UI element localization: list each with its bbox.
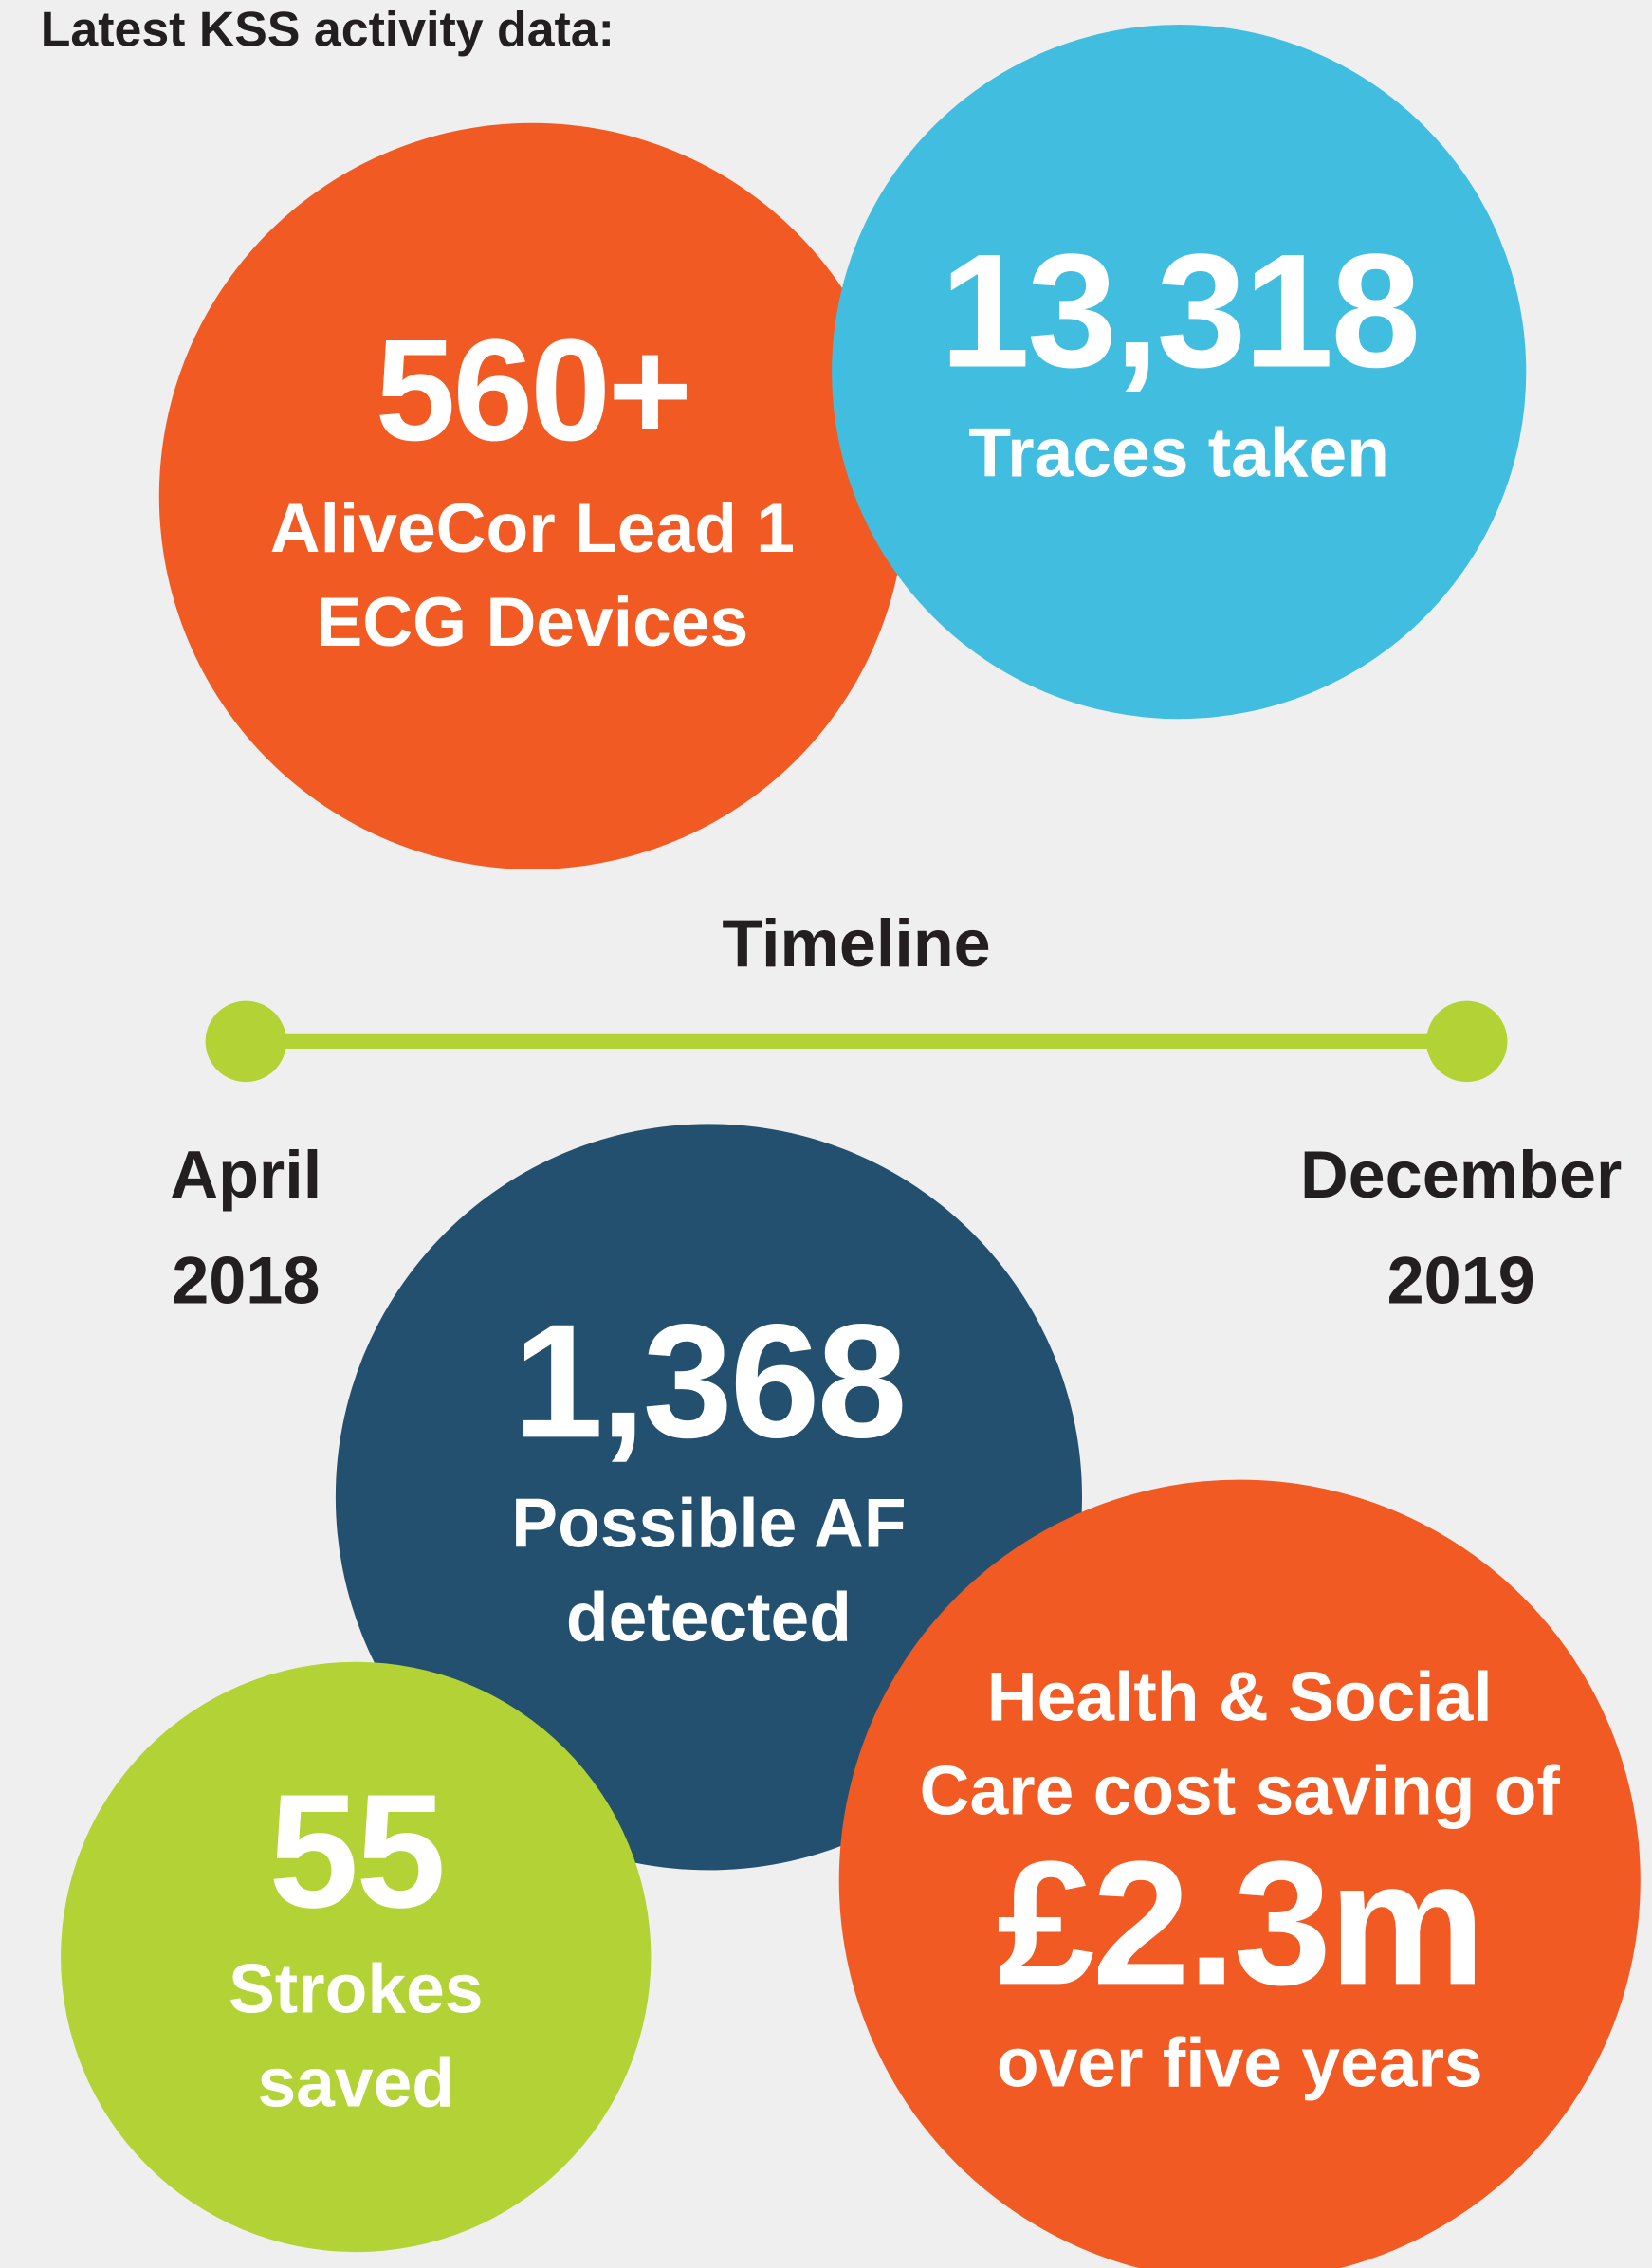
stat-intro: Health & Social (987, 1657, 1493, 1735)
stat-value: 1,368 (513, 1290, 904, 1472)
stat-value: 560+ (376, 310, 689, 471)
stat-label: AliveCor Lead 1 (270, 489, 795, 567)
stat-label: detected (566, 1578, 852, 1655)
stat-circle (832, 25, 1527, 720)
page-title: Latest KSS activity data: (41, 2, 615, 57)
timeline-dot (205, 1000, 287, 1083)
timeline-end: 2019 (1387, 1243, 1535, 1318)
stat-value: £2.3m (997, 1825, 1482, 2021)
timeline-start: April (170, 1137, 321, 1212)
stat-label: Possible AF (511, 1484, 906, 1562)
stat-label: Traces taken (968, 414, 1389, 492)
stat-circle (158, 122, 906, 869)
stat-value: 13,318 (940, 221, 1418, 402)
stat-label: saved (257, 2044, 454, 2122)
stat-value: 55 (268, 1761, 443, 1942)
stat-intro: Care cost saving of (920, 1752, 1561, 1830)
stat-circle (61, 1661, 652, 2253)
timeline-end: December (1300, 1137, 1622, 1212)
stat-label: ECG Devices (316, 583, 748, 661)
stat-label: over five years (997, 2023, 1483, 2101)
stat-circle (838, 1479, 1641, 2268)
timeline-title: Timeline (722, 905, 990, 980)
stat-label: Strokes (229, 1950, 484, 2028)
timeline-start: 2018 (172, 1243, 320, 1318)
timeline-dot (1426, 1000, 1508, 1083)
